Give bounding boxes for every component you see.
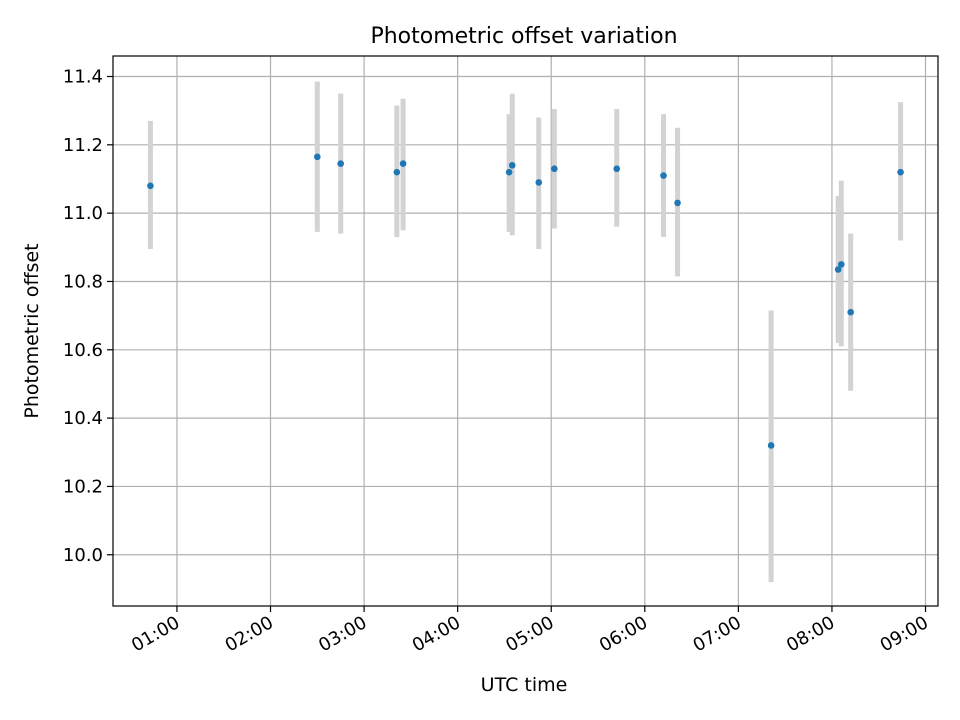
data-point bbox=[551, 165, 558, 173]
data-point bbox=[505, 168, 513, 176]
y-tick-label: 10.0 bbox=[63, 545, 103, 566]
data-point bbox=[535, 179, 543, 186]
y-tick-label: 11.0 bbox=[63, 203, 103, 224]
y-tick-label: 11.4 bbox=[63, 66, 103, 87]
plot-frame bbox=[112, 55, 939, 607]
data-point bbox=[147, 182, 154, 190]
data-point bbox=[393, 168, 401, 176]
data-point bbox=[838, 261, 845, 268]
y-tick-label: 10.6 bbox=[63, 340, 103, 361]
grid-layer bbox=[113, 56, 938, 606]
data-point bbox=[660, 172, 667, 179]
x-axis-label: UTC time bbox=[481, 674, 568, 696]
data-point bbox=[897, 168, 904, 176]
point-layer bbox=[147, 153, 904, 449]
y-tick-label: 10.4 bbox=[63, 408, 103, 429]
data-point bbox=[834, 266, 842, 273]
data-point bbox=[314, 153, 321, 161]
y-tick-label: 10.8 bbox=[63, 271, 103, 292]
chart-title: Photometric offset variation bbox=[370, 24, 677, 49]
data-point bbox=[767, 442, 775, 449]
data-point bbox=[674, 199, 681, 207]
y-tick-label: 11.2 bbox=[63, 135, 103, 156]
data-point bbox=[847, 308, 854, 316]
y-axis-label: Photometric offset bbox=[21, 243, 43, 418]
data-point bbox=[399, 160, 407, 167]
data-point bbox=[337, 160, 344, 167]
data-point bbox=[613, 165, 621, 173]
data-point bbox=[508, 162, 516, 169]
y-tick-label: 10.2 bbox=[63, 476, 103, 497]
